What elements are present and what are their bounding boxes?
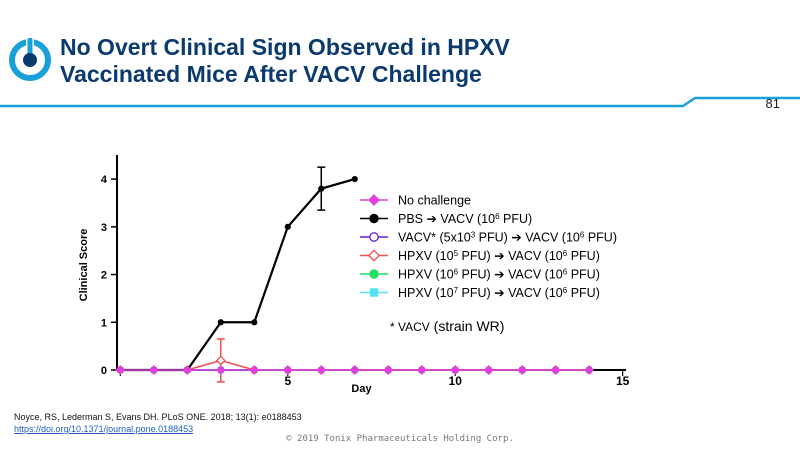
legend-text-part: HPXV (10 — [398, 286, 454, 300]
series-line — [120, 178, 356, 372]
data-point — [584, 365, 594, 375]
company-logo-icon — [9, 36, 51, 81]
y-tick-label: 3 — [101, 222, 107, 234]
legend-text-part: PFU) — [567, 249, 600, 263]
copyright-footer: © 2019 Tonix Pharmaceuticals Holding Cor… — [286, 434, 514, 444]
legend-swatch-marker — [369, 269, 379, 279]
header-divider — [0, 96, 800, 108]
legend-text-part: 6 — [563, 268, 568, 277]
legend-text-part: HPXV (10 — [398, 268, 454, 282]
doi-link[interactable]: https://doi.org/10.1371/journal.pone.018… — [14, 424, 194, 434]
legend-text-part: PFU) — [584, 231, 617, 245]
y-tick-label: 1 — [101, 317, 107, 329]
legend-text-part: PBS ➔ VACV (10 — [398, 212, 495, 226]
series-1 — [115, 365, 594, 375]
data-point — [351, 175, 358, 183]
legend-swatch-marker — [367, 249, 381, 262]
x-axis-label: Day — [351, 383, 372, 395]
citation-text: Noyce, RS, Lederman S, Evans DH. PLoS ON… — [14, 412, 302, 422]
slide-title-line-2: Vaccinated Mice After VACV Challenge — [60, 61, 482, 87]
data-point — [115, 365, 126, 375]
page-number: 81 — [765, 96, 780, 111]
slide-title: No Overt Clinical Sign Observed in HPXV … — [60, 34, 700, 88]
annotation-text-part: * VACV — [390, 320, 430, 334]
strain-annotation: * VACV (strain WR) — [390, 318, 504, 334]
legend-text-part: PFU) — [500, 212, 533, 226]
legend-entry-1: No challenge — [398, 194, 471, 208]
legend-swatch-marker — [369, 213, 379, 224]
data-point — [182, 365, 193, 375]
y-tick-label: 0 — [101, 365, 107, 377]
data-point — [450, 365, 460, 375]
data-point — [149, 365, 159, 375]
legend-entry-3: VACV* (5x103 PFU) ➔ VACV (106 PFU) — [398, 231, 617, 245]
legend-text-part: 5 — [454, 249, 459, 258]
slide-title-line-1: No Overt Clinical Sign Observed in HPXV — [60, 34, 510, 60]
legend-text-part: 6 — [563, 286, 568, 295]
x-tick-label: 5 — [284, 374, 291, 388]
data-point — [217, 319, 224, 326]
legend-text-part: HPXV (10 — [398, 249, 454, 263]
legend-entry-5: HPXV (106 PFU) ➔ VACV (106 PFU) — [398, 268, 600, 282]
data-point — [383, 365, 393, 375]
legend-text-part: 6 — [495, 212, 500, 221]
legend-text-part: PFU) ➔ VACV (10 — [458, 286, 563, 300]
y-axis-label: Clinical Score — [78, 229, 90, 302]
legend-text-part: 7 — [454, 286, 459, 295]
legend-text-part: PFU) ➔ VACV (10 — [475, 231, 580, 245]
data-point — [318, 185, 325, 192]
legend-text-part: 3 — [471, 231, 476, 240]
data-point — [550, 365, 561, 375]
legend-entry-4: HPXV (105 PFU) ➔ VACV (106 PFU) — [398, 249, 600, 263]
series-2 — [117, 166, 358, 374]
legend-text-part: 6 — [454, 268, 459, 277]
legend-text-part: No challenge — [398, 194, 471, 208]
legend-text-part: PFU) ➔ VACV (10 — [458, 249, 563, 263]
data-point — [517, 365, 527, 375]
data-point — [251, 319, 258, 326]
data-point — [350, 365, 360, 375]
legend-swatch-marker — [368, 194, 380, 206]
legend-text-part: PFU) ➔ VACV (10 — [458, 268, 563, 282]
x-tick-label: 15 — [616, 374, 630, 388]
data-point — [417, 365, 427, 375]
y-tick-label: 4 — [101, 174, 108, 186]
data-point — [249, 365, 260, 375]
x-tick-label: 10 — [449, 374, 463, 388]
legend-text-part: 6 — [580, 231, 585, 240]
legend-entry-2: PBS ➔ VACV (106 PFU) — [398, 212, 532, 226]
legend-text-part: 6 — [563, 249, 568, 258]
legend-entry-6: HPXV (107 PFU) ➔ VACV (106 PFU) — [398, 286, 600, 300]
data-point — [216, 365, 226, 375]
annotation-text-part: (strain WR) — [430, 318, 505, 334]
legend-swatch-marker — [369, 288, 379, 297]
legend-text-part: VACV* (5x10 — [398, 231, 471, 245]
legend-swatch-marker — [369, 232, 379, 242]
data-point — [483, 365, 494, 375]
data-point — [283, 365, 293, 375]
data-point — [316, 365, 326, 375]
legend-text-part: PFU) — [567, 286, 600, 300]
legend-text-part: PFU) — [567, 268, 600, 282]
data-point — [284, 223, 291, 230]
data-point — [215, 355, 226, 366]
y-tick-label: 2 — [101, 270, 107, 282]
series-4 — [115, 338, 595, 383]
